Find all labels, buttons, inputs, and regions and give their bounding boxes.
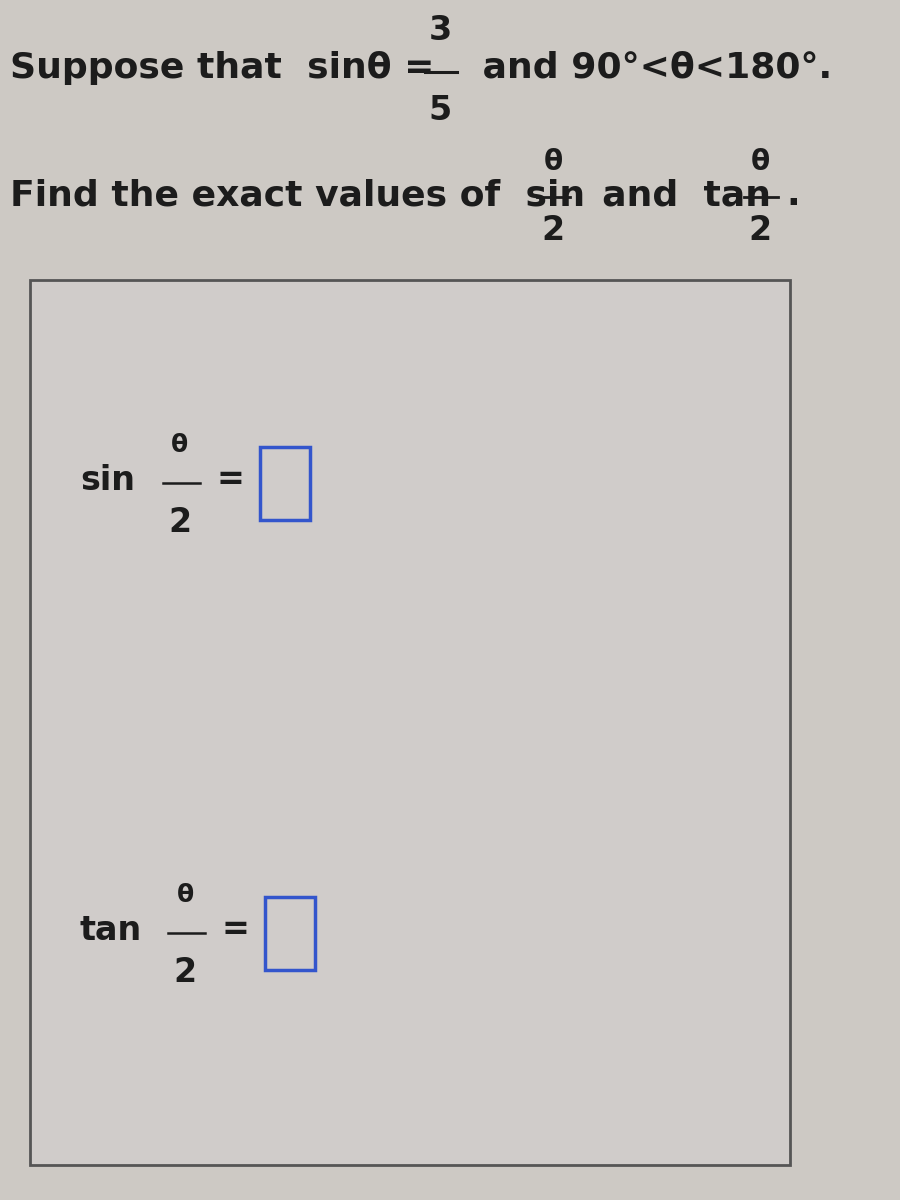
- Text: Find the exact values of  sin: Find the exact values of sin: [10, 178, 585, 212]
- Text: and 90°<θ<180°.: and 90°<θ<180°.: [470, 50, 832, 85]
- Text: 3: 3: [428, 13, 452, 47]
- Text: Suppose that  sinθ =: Suppose that sinθ =: [10, 50, 435, 85]
- Text: sin: sin: [80, 463, 135, 497]
- Text: θ: θ: [171, 433, 189, 457]
- Text: 2: 2: [749, 214, 771, 246]
- Text: tan: tan: [80, 913, 142, 947]
- Text: and  tan: and tan: [577, 178, 771, 212]
- Text: θ: θ: [176, 883, 194, 907]
- Text: .: .: [786, 178, 799, 212]
- Text: θ: θ: [544, 148, 562, 176]
- Text: 2: 2: [174, 955, 196, 989]
- Text: θ: θ: [751, 148, 770, 176]
- Bar: [260, 446, 310, 520]
- Bar: [30, 280, 790, 1165]
- Bar: [265, 898, 315, 970]
- Text: =: =: [216, 463, 244, 497]
- Text: =: =: [221, 913, 249, 947]
- Text: 2: 2: [542, 214, 564, 246]
- Text: 5: 5: [428, 94, 452, 126]
- Text: 2: 2: [168, 505, 192, 539]
